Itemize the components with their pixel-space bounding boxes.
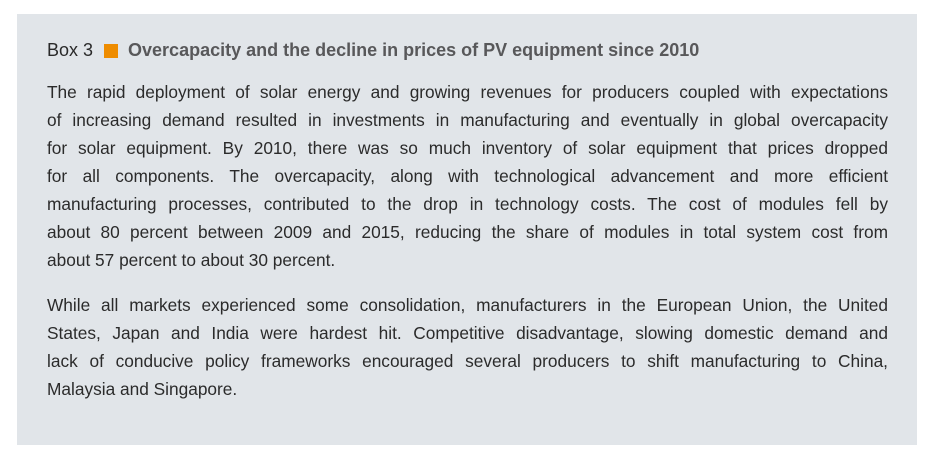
box-heading: Overcapacity and the decline in prices o… (128, 40, 700, 60)
text-line: States, Japan and India were hardest hit… (47, 323, 888, 343)
orange-square-marker-icon (104, 43, 119, 58)
text-line: Malaysia and Singapore. (47, 379, 238, 399)
text-line: about 80 percent between 2009 and 2015, … (47, 222, 888, 242)
text-line: lack of conducive policy frameworks enco… (47, 351, 888, 371)
text-line: The rapid deployment of solar energy and… (47, 82, 888, 102)
text-line: manufacturing processes, contributed to … (47, 194, 888, 214)
text-line: While all markets experienced some conso… (47, 295, 888, 315)
info-box: Box 3 Overcapacity and the decline in pr… (17, 14, 917, 445)
text-line: for solar equipment. By 2010, there was … (47, 138, 888, 158)
text-line: for all components. The overcapacity, al… (47, 166, 888, 186)
box-title: Box 3 Overcapacity and the decline in pr… (47, 40, 699, 61)
paragraph-2: While all markets experienced some conso… (47, 291, 888, 403)
text-line: of increasing demand resulted in investm… (47, 110, 888, 130)
paragraph-1: The rapid deployment of solar energy and… (47, 78, 888, 274)
text-line: about 57 percent to about 30 percent. (47, 250, 336, 270)
box-label: Box 3 (47, 40, 94, 60)
